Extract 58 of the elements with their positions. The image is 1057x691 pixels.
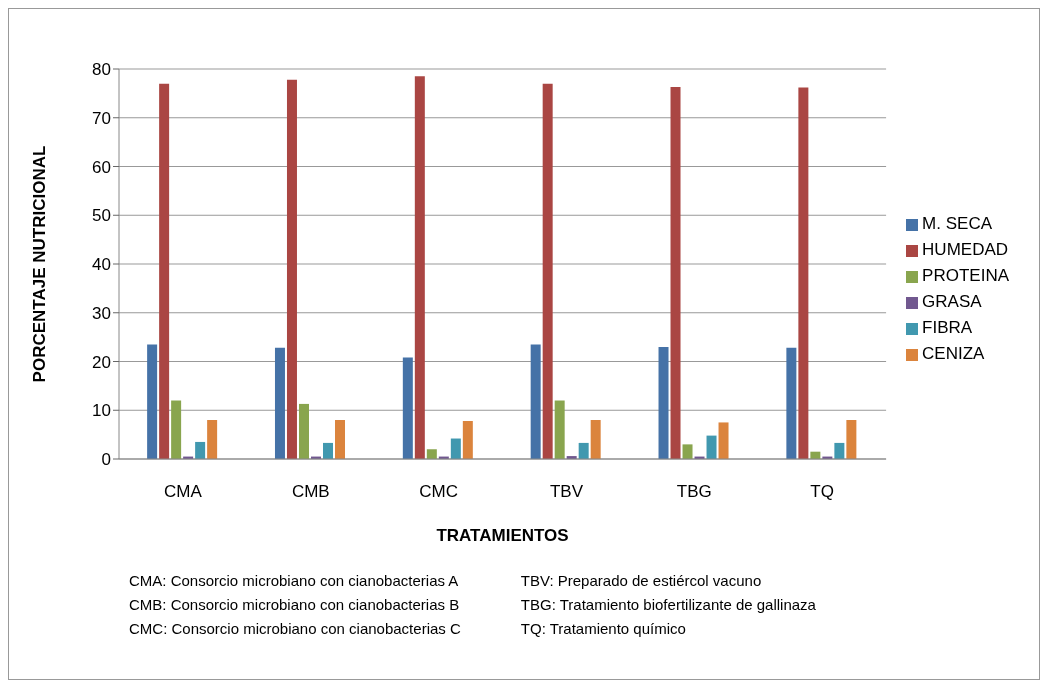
bar: [718, 422, 729, 459]
y-tick-label: 60: [92, 157, 111, 177]
bar: [402, 357, 413, 459]
x-tick-label: CMA: [164, 482, 203, 502]
x-tick-label: CMB: [291, 482, 330, 502]
bar: [530, 344, 541, 459]
bar: [414, 76, 425, 459]
text: TBG: Tratamiento biofertilizante de gallinaza: [520, 595, 816, 615]
x-tick-label: TBV: [549, 482, 584, 502]
bar: [298, 403, 309, 459]
text: CMA: Consorcio microbiano con cianobacterias A: [129, 571, 460, 591]
bar: [554, 400, 565, 459]
legend-label: GRASA: [922, 292, 982, 311]
bar: [322, 442, 333, 459]
text: TQ: Tratamiento químico: [520, 619, 687, 639]
bar: [450, 438, 461, 459]
x-tick-label: CMC: [419, 482, 458, 502]
bar: [658, 346, 669, 459]
bar: [846, 420, 857, 459]
y-tick-label: 40: [92, 255, 111, 275]
text: TBV: Preparado de estiércol vacuno: [520, 571, 763, 591]
y-tick-label: 30: [92, 303, 111, 323]
bar: [286, 79, 297, 459]
x-tick-label: TBG: [676, 482, 712, 502]
legend-label: HUMEDAD: [922, 240, 1009, 259]
bar: [682, 444, 693, 459]
legend-label: CENIZA: [922, 344, 985, 363]
bar: [207, 420, 218, 459]
bar: [274, 347, 285, 459]
legend-label: PROTEINA: [922, 266, 1009, 285]
bar: [147, 344, 158, 459]
y-tick-label: 70: [92, 108, 111, 128]
y-tick-label: 10: [92, 401, 111, 421]
bar: [426, 449, 437, 459]
y-tick-label: 20: [92, 352, 111, 372]
y-tick-label: 80: [92, 60, 111, 80]
bar: [578, 442, 589, 459]
bar: [798, 87, 809, 459]
bar: [542, 83, 553, 459]
bar: [786, 347, 797, 459]
bar: [159, 83, 170, 459]
bar: [462, 420, 473, 459]
bar: [171, 400, 182, 459]
bar: [334, 420, 345, 459]
bar: [590, 420, 601, 459]
y-tick-label: 50: [92, 206, 111, 226]
bar: [834, 442, 845, 459]
bar: [195, 441, 206, 459]
y-axis-title: PORCENTAJE NUTRICIONAL: [30, 145, 50, 383]
legend-label: FIBRA: [922, 318, 973, 337]
y-tick-label: 0: [101, 450, 111, 470]
bar: [706, 435, 717, 459]
bar: [670, 87, 681, 459]
text: CMB: Consorcio microbiano con cianobacterias B: [129, 595, 461, 615]
x-axis-title: TRATAMIENTOS: [436, 526, 569, 545]
legend-label: M. SECA: [922, 214, 992, 233]
x-tick-label: TQ: [810, 482, 834, 502]
text: CMC: Consorcio microbiano con cianobacterias C: [129, 619, 461, 639]
